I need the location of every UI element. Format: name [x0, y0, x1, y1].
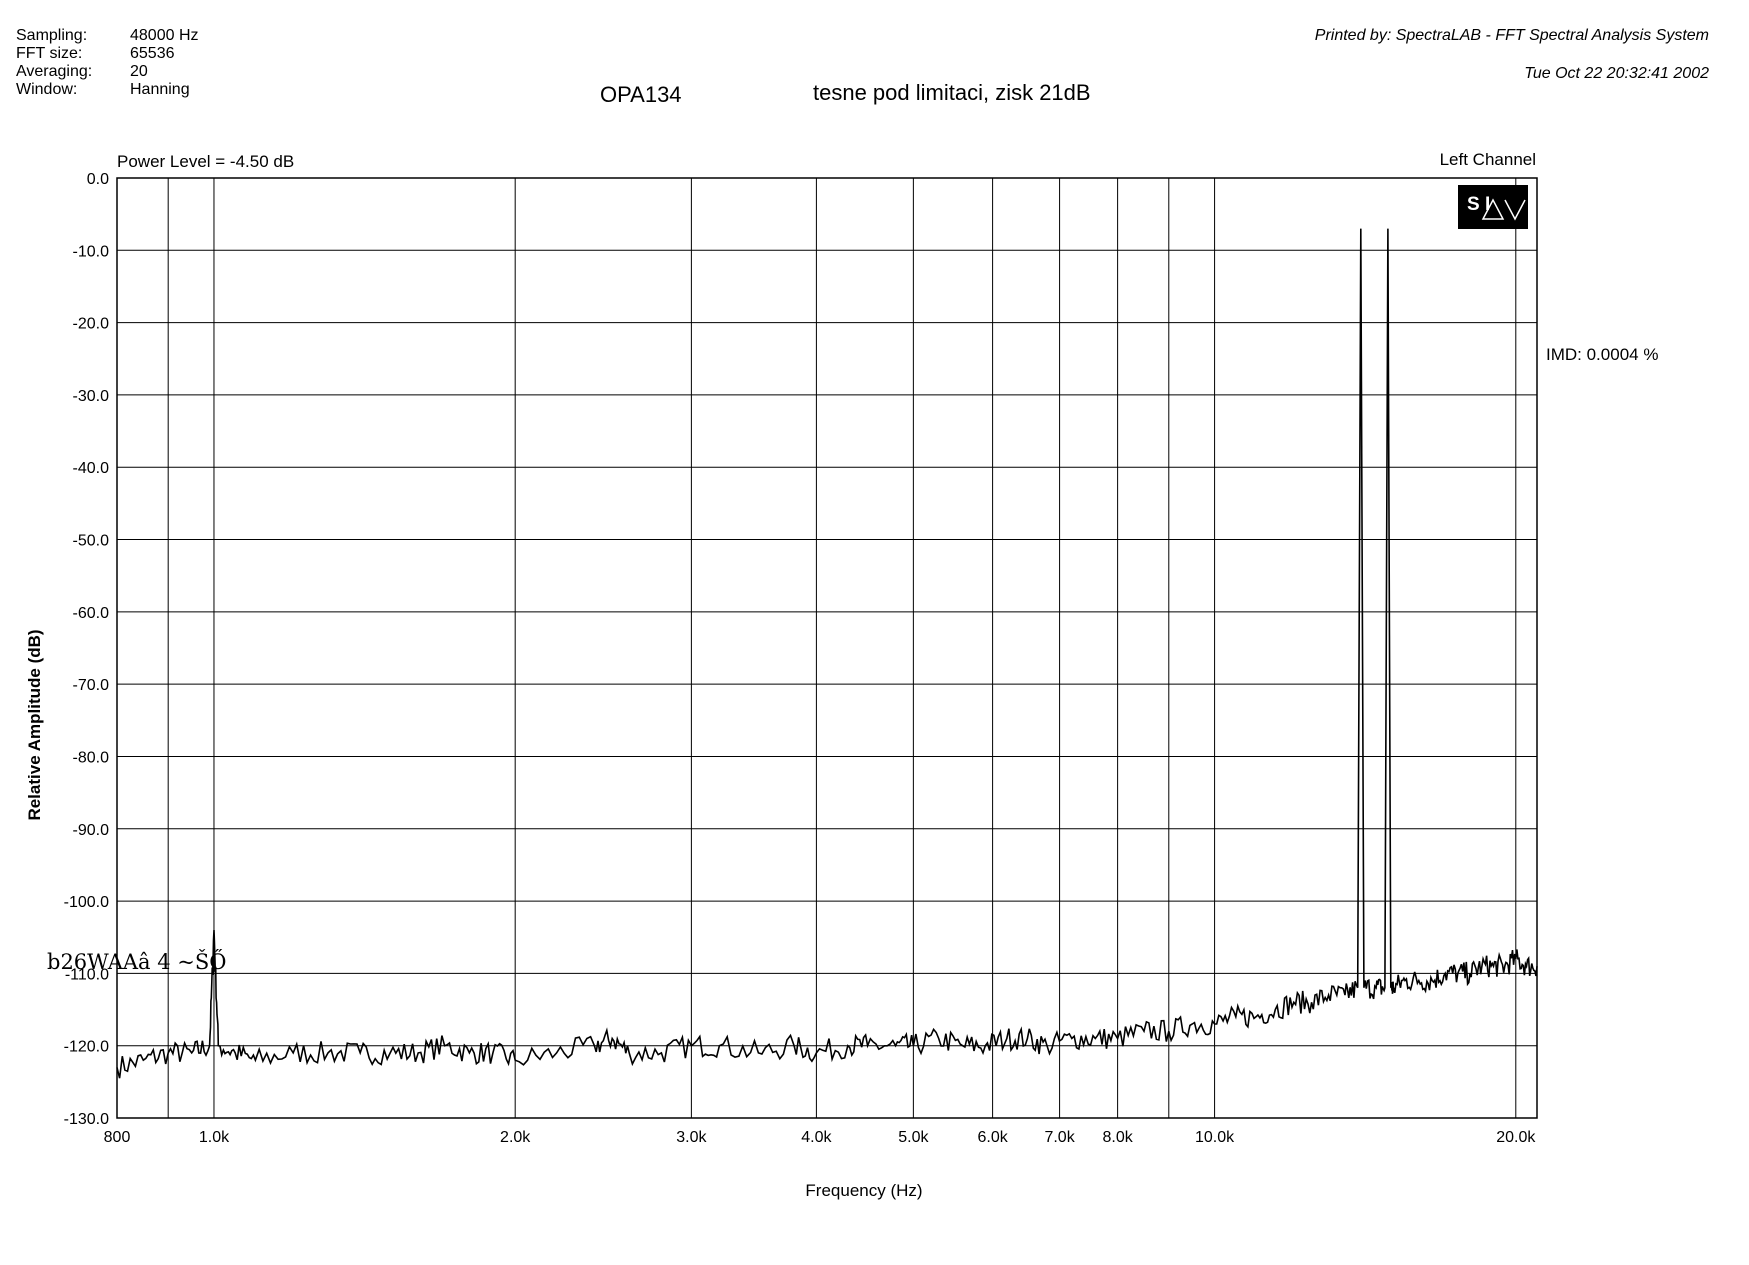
param-label-fft-size: FFT size:	[16, 45, 83, 62]
x-axis-label: Frequency (Hz)	[805, 1181, 922, 1200]
x-tick-label: 20.0k	[1496, 1129, 1536, 1146]
y-tick-label: -70.0	[73, 677, 110, 694]
param-value-averaging: 20	[130, 63, 148, 80]
y-tick-label: -20.0	[73, 316, 110, 333]
x-tick-label: 3.0k	[676, 1129, 707, 1146]
channel-label: Left Channel	[1440, 150, 1536, 169]
spectralab-logo-icon: S I	[1458, 185, 1528, 229]
x-tick-label: 7.0k	[1044, 1129, 1075, 1146]
imd-value: IMD: 0.0004 %	[1546, 345, 1658, 364]
y-axis-label: Relative Amplitude (dB)	[25, 629, 44, 820]
param-value-sampling: 48000 Hz	[130, 27, 199, 44]
logo-letters: S I	[1467, 194, 1490, 215]
y-tick-label: -130.0	[64, 1111, 109, 1128]
y-tick-label: -100.0	[64, 894, 109, 911]
x-tick-label: 10.0k	[1195, 1129, 1235, 1146]
device-title: OPA134	[600, 82, 682, 107]
grid	[117, 177, 1537, 1119]
x-tick-label: 4.0k	[801, 1129, 832, 1146]
y-tick-label: -60.0	[73, 605, 110, 622]
param-label-averaging: Averaging:	[16, 63, 93, 80]
y-tick-label: -30.0	[73, 388, 110, 405]
spectrum-trace	[116, 228, 1538, 1079]
x-tick-label: 8.0k	[1102, 1129, 1133, 1146]
x-axis-ticks: 800 1.0k 2.0k 3.0k 4.0k 5.0k 6.0k 7.0k 8.0k 10.0k…	[104, 1129, 1537, 1146]
y-tick-label: -50.0	[73, 533, 110, 550]
x-tick-label: 2.0k	[500, 1129, 531, 1146]
param-value-window: Hanning	[130, 81, 190, 98]
plot-frame	[116, 177, 1538, 1119]
x-tick-label: 6.0k	[977, 1129, 1008, 1146]
y-tick-label: 0.0	[87, 171, 109, 188]
printed-by: Printed by: SpectraLAB - FFT Spectral An…	[1314, 27, 1709, 44]
param-label-window: Window:	[16, 81, 78, 98]
timestamp: Tue Oct 22 20:32:41 2002	[1524, 65, 1709, 82]
power-level: Power Level = -4.50 dB	[117, 152, 294, 171]
y-tick-label: -90.0	[73, 822, 110, 839]
x-tick-label: 1.0k	[199, 1129, 230, 1146]
description-title: tesne pod limitaci, zisk 21dB	[813, 80, 1091, 105]
param-label-sampling: Sampling:	[16, 27, 88, 44]
x-tick-label: 800	[104, 1129, 131, 1146]
param-value-fft-size: 65536	[130, 45, 175, 62]
y-tick-label: -10.0	[73, 243, 110, 260]
y-tick-label: -110.0	[65, 966, 109, 983]
y-axis-ticks: 0.0 -10.0 -20.0 -30.0 -40.0 -50.0 -60.0 -70.0 -8…	[64, 171, 109, 1128]
x-tick-label: 5.0k	[898, 1129, 929, 1146]
scan-artifact-text: b26WAAâ 4 ~ŠŐ	[47, 950, 227, 974]
y-tick-label: -120.0	[64, 1039, 109, 1056]
y-tick-label: -80.0	[73, 749, 110, 766]
y-tick-label: -40.0	[73, 460, 110, 477]
